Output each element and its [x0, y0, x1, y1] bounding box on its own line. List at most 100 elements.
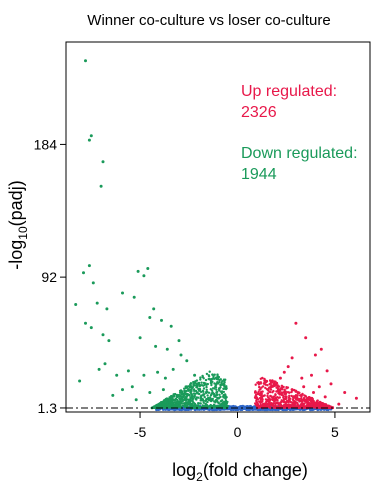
down-regulated-point	[132, 295, 136, 299]
down-regulated-point	[148, 391, 152, 394]
up-regulated-point	[260, 396, 263, 399]
down-regulated-point	[221, 380, 224, 383]
up-regulated-point	[280, 391, 284, 394]
up-regulated-point	[279, 387, 283, 390]
up-regulated-point	[290, 356, 294, 360]
down-regulated-point	[192, 382, 195, 385]
down-regulated-point	[199, 402, 202, 405]
up-regulated-point	[288, 406, 291, 409]
up-regulated-point	[354, 396, 358, 400]
up-regulated-point	[317, 403, 320, 407]
down-regulated-point	[215, 404, 219, 407]
up-regulated-point	[261, 385, 265, 388]
up-regulated-point	[274, 404, 277, 407]
up-regulated-point	[317, 406, 320, 409]
down-regulated-point	[215, 391, 218, 394]
down-regulated-point	[195, 398, 198, 401]
up-regulated-point	[274, 393, 277, 396]
up-regulated-point	[268, 390, 272, 394]
annotation-down-count: 1944	[241, 166, 277, 183]
down-regulated-point	[204, 378, 208, 382]
up-regulated-point	[262, 382, 265, 385]
down-regulated-point	[215, 382, 218, 385]
up-regulated-point	[276, 385, 279, 388]
non-significant-point	[232, 405, 236, 408]
down-regulated-point	[212, 376, 215, 380]
down-regulated-point	[163, 376, 167, 380]
down-regulated-point	[199, 376, 202, 379]
down-regulated-point	[142, 274, 146, 278]
up-regulated-point	[273, 406, 276, 409]
down-regulated-point	[204, 402, 207, 405]
down-regulated-point	[198, 387, 201, 391]
down-regulated-point	[215, 377, 218, 381]
down-regulated-point	[213, 382, 216, 385]
down-regulated-point	[161, 388, 165, 392]
up-regulated-point	[283, 403, 286, 406]
up-regulated-point	[291, 398, 295, 401]
down-regulated-point	[207, 377, 210, 381]
y-axis: 1.3 92 184	[34, 136, 66, 416]
up-regulated-point	[284, 405, 287, 408]
up-regulated-point	[304, 405, 307, 408]
up-regulated-point	[276, 388, 280, 392]
up-regulated-point	[319, 347, 323, 351]
up-regulated-point	[257, 390, 260, 393]
down-regulated-point	[167, 404, 170, 407]
up-regulated-point	[268, 397, 271, 400]
down-regulated-point	[207, 374, 210, 377]
up-regulated-point	[258, 393, 261, 397]
up-regulated-point	[268, 386, 271, 389]
annotation-up-label: Up regulated:	[241, 83, 337, 100]
down-regulated-point	[205, 385, 208, 389]
down-regulated-point	[207, 398, 211, 401]
up-regulated-point	[265, 388, 269, 391]
y-tick-label: 1.3	[38, 400, 58, 416]
down-regulated-point	[168, 406, 171, 409]
down-regulated-point	[220, 390, 224, 393]
up-regulated-point	[268, 382, 271, 386]
down-regulated-point	[189, 385, 192, 389]
down-regulated-point	[91, 281, 95, 285]
up-regulated-point	[273, 382, 276, 386]
down-regulated-point	[220, 383, 224, 387]
down-regulated-point	[87, 138, 91, 142]
down-regulated-point	[82, 271, 85, 275]
non-significant-point	[203, 408, 206, 411]
up-regulated-point	[256, 403, 260, 406]
down-regulated-point	[193, 394, 196, 398]
down-regulated-point	[224, 387, 228, 391]
up-regulated-point	[279, 401, 282, 404]
down-regulated-point	[203, 395, 206, 399]
down-regulated-point	[223, 380, 226, 383]
up-regulated-point	[298, 400, 301, 403]
down-regulated-point	[200, 381, 203, 384]
up-regulated-point	[268, 399, 272, 402]
up-regulated-point	[282, 400, 285, 403]
down-regulated-point	[190, 392, 193, 395]
down-regulated-point	[159, 401, 163, 404]
down-regulated-point	[186, 403, 189, 406]
up-regulated-point	[263, 379, 267, 382]
non-significant-point	[228, 405, 231, 409]
up-regulated-point	[266, 384, 269, 387]
down-regulated-point	[193, 389, 196, 393]
down-regulated-point	[202, 381, 206, 385]
down-regulated-point	[111, 393, 115, 397]
up-regulated-point	[269, 385, 272, 388]
down-regulated-point	[202, 390, 205, 393]
down-regulated-point	[202, 401, 205, 404]
down-regulated-point	[210, 383, 213, 387]
non-significant-point	[288, 408, 292, 412]
down-regulated-point	[207, 391, 211, 394]
down-regulated-point	[214, 395, 217, 398]
up-regulated-point	[287, 403, 290, 406]
up-regulated-point	[310, 373, 313, 377]
non-significant-point	[271, 408, 274, 411]
up-regulated-point	[271, 398, 275, 401]
down-regulated-point	[154, 344, 158, 348]
up-regulated-point	[343, 391, 347, 394]
up-regulated-point	[337, 402, 341, 406]
up-regulated-point	[304, 400, 307, 403]
up-regulated-point	[296, 391, 300, 394]
